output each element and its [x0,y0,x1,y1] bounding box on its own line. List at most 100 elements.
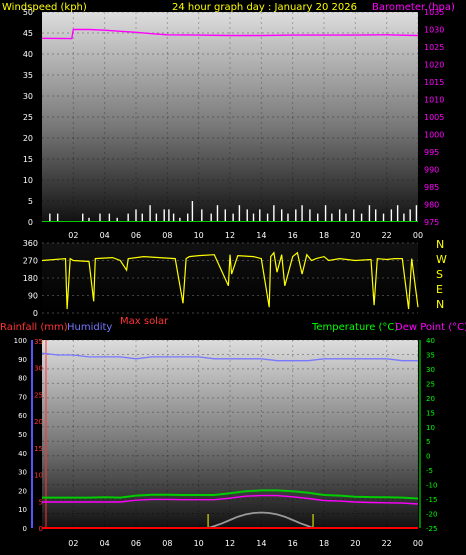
temperature-humidity-x-tick-label: 18 [319,539,329,548]
temperature-humidity-x-tick-label: 10 [194,539,204,548]
wind-barometer-x-tick-label: 14 [256,231,266,240]
temperature-axis-title: Temperature (°C) [311,322,398,333]
compass-label: E [436,283,443,296]
humidity-y-tick-label: 90 [18,356,27,364]
wind-y-tick-label: 25 [23,113,33,122]
wind-barometer-x-tick-label: 18 [319,231,329,240]
temperature-y-tick-label: 20 [426,395,435,403]
barometer-axis-title: Barometer (hpa) [372,2,455,13]
compass-label: N [436,238,444,251]
barometer-y-tick-label: 1000 [424,131,444,140]
wind-barometer-x-tick-label: 20 [350,231,360,240]
direction-y-tick-label: 180 [23,274,38,283]
rainfall-y-tick-label: 25 [34,391,43,399]
barometer-y-tick-label: 995 [424,148,439,157]
temperature-y-tick-label: 40 [426,337,435,345]
rainfall-y-tick-label: 15 [34,445,43,453]
temperature-humidity-x-tick-label: 14 [256,539,266,548]
barometer-y-tick-label: 985 [424,183,439,192]
barometer-y-tick-label: 975 [424,218,439,227]
wind-y-tick-label: 5 [28,197,33,206]
humidity-y-tick-label: 50 [18,431,27,439]
temperature-y-tick-label: 10 [426,424,435,432]
humidity-y-tick-label: 100 [14,337,27,345]
wind-y-tick-label: 50 [23,8,33,17]
barometer-y-tick-label: 980 [424,201,439,210]
wind-y-tick-label: 30 [23,92,33,101]
barometer-y-tick-label: 1010 [424,96,444,105]
temperature-humidity-x-tick-label: 06 [131,539,141,548]
max-solar-line [207,511,314,529]
temperature-humidity-x-tick-label: 00 [413,539,423,548]
temperature-humidity-x-tick-label: 02 [68,539,78,548]
rainfall-y-tick-label: 35 [34,338,43,346]
temperature-y-tick-label: 0 [426,453,430,461]
temperature-y-tick-label: -25 [426,525,437,533]
humidity-y-tick-label: 60 [18,412,27,420]
wind-barometer-x-tick-label: 06 [131,231,141,240]
chart-title: 24 hour graph day : January 20 2026 [172,2,357,13]
wind-y-tick-label: 20 [23,134,33,143]
barometer-y-tick-label: 1035 [424,8,444,17]
wind-barometer-plot-area [42,12,418,222]
temperature-y-tick-label: 5 [426,438,430,446]
temperature-y-tick-label: -20 [426,511,437,519]
wind-y-tick-label: 0 [28,218,33,227]
temperature-humidity-x-tick-label: 04 [100,539,110,548]
wind-barometer-panel: 0 5 10 15 20 25 30 35 40 45 50 975 980 985 990 995 1000 1… [23,8,445,240]
temperature-humidity-panel: 010203040506070809010005101520253035-25-… [14,337,438,548]
temperature-y-tick-label: 25 [426,380,435,388]
barometer-y-tick-label: 990 [424,166,439,175]
temperature-y-tick-label: -15 [426,496,437,504]
rainfall-y-tick-label: 0 [39,525,43,533]
wind-y-tick-label: 15 [23,155,33,164]
wind-direction-panel: 0 90 180 270 360 [23,239,419,318]
rainfall-y-tick-label: 10 [34,472,43,480]
rainfall-axis-title: Rainfall (mm) [0,322,68,333]
max-solar-label: Max solar [120,316,169,327]
wind-barometer-x-tick-label: 02 [68,231,78,240]
direction-y-tick-label: 90 [28,292,38,301]
humidity-y-tick-label: 20 [18,487,27,495]
wind-barometer-x-tick-label: 04 [100,231,110,240]
humidity-y-tick-label: 10 [18,506,27,514]
rainfall-y-tick-label: 5 [39,498,43,506]
wind-barometer-x-tick-label: 12 [225,231,235,240]
wind-barometer-x-tick-label: 08 [162,231,172,240]
compass-label: S [436,268,443,281]
temperature-humidity-x-tick-label: 08 [162,539,172,548]
temperature-y-tick-label: 30 [426,366,435,374]
wind-y-tick-label: 35 [23,71,33,80]
temperature-line [42,489,419,500]
wind-y-tick-label: 10 [23,176,33,185]
barometer-y-tick-label: 1030 [424,26,444,35]
humidity-y-tick-label: 30 [18,469,27,477]
humidity-y-tick-label: 40 [18,450,27,458]
barometer-y-tick-label: 1020 [424,61,444,70]
temperature-y-tick-label: 15 [426,409,435,417]
dewpoint-axis-title: Dew Point (°C) [395,322,466,333]
wind-y-tick-label: 45 [23,29,33,38]
barometer-line [41,28,419,40]
humidity-y-tick-label: 0 [23,525,27,533]
compass-label: W [436,253,447,266]
humidity-y-tick-label: 80 [18,375,27,383]
temperature-y-tick-label: 35 [426,351,435,359]
humidity-axis-title: Humidity [67,322,112,333]
temperature-humidity-plot-area [42,340,418,528]
rainfall-y-tick-label: 20 [34,418,43,426]
barometer-y-tick-label: 1025 [424,43,444,52]
wind-barometer-x-tick-label: 10 [194,231,204,240]
wind-barometer-x-tick-label: 22 [382,231,392,240]
temperature-y-tick-label: -10 [426,482,437,490]
temperature-humidity-x-tick-label: 22 [382,539,392,548]
temperature-humidity-x-tick-label: 12 [225,539,235,548]
wind-y-tick-label: 40 [23,50,33,59]
humidity-line [41,352,418,362]
direction-y-tick-label: 270 [23,257,38,266]
dewpoint-line [42,494,419,505]
temperature-humidity-x-tick-label: 16 [288,539,298,548]
temperature-y-tick-label: -5 [426,467,433,475]
wind-axis-title: Windspeed (kph) [2,2,87,13]
